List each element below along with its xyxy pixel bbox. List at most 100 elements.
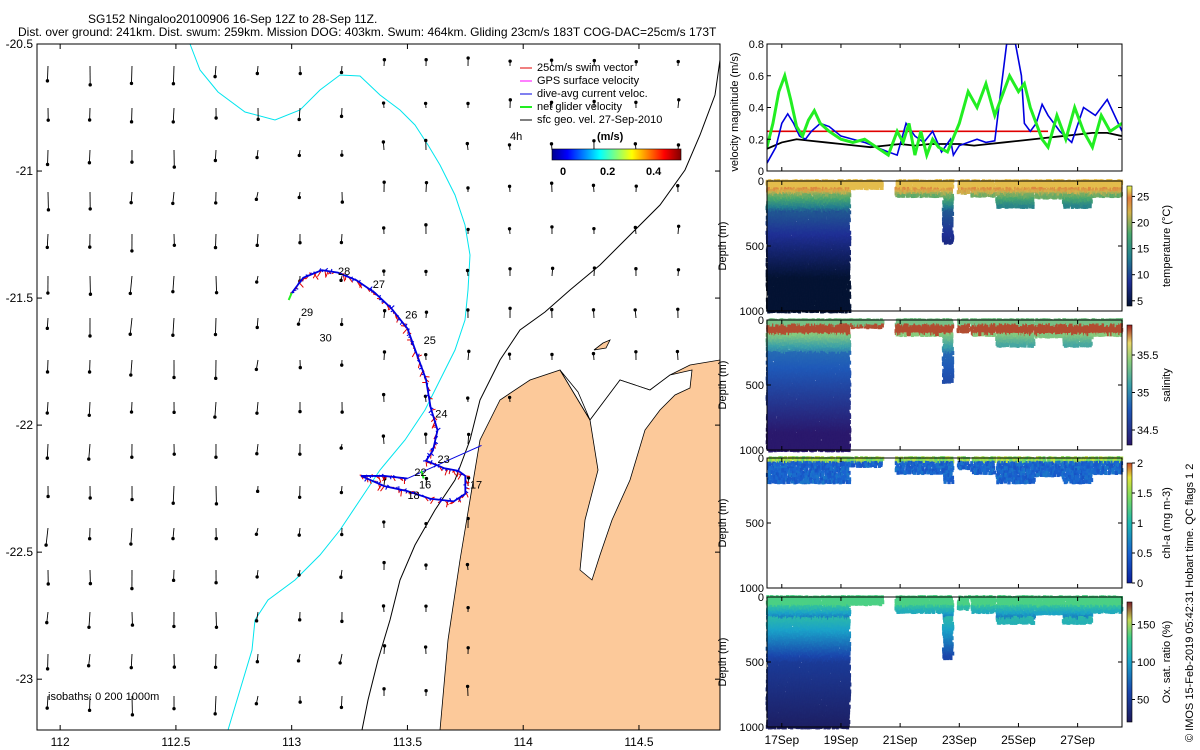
salinity-cbar-tick-2: 35.5 [1137,350,1158,362]
oxygen-cbar-tick-0: 50 [1137,695,1149,707]
map-xtick-label-1: 112.5 [161,735,190,749]
temperature-cbar-tick-3: 20 [1137,218,1149,230]
sfc-arrow [46,611,49,623]
time-tick-label-0: 17Sep [764,733,799,747]
sfc-arrow [172,107,175,122]
sfc-arrow [214,149,217,161]
oxygen-cbar-tick-1: 100 [1137,657,1155,669]
chla-cbar-tick-4: 2 [1137,458,1143,470]
day-label-27: 27 [373,279,385,291]
temperature-cbar-tick-2: 15 [1137,244,1149,256]
temperature-cbar-tick-0: 5 [1137,296,1143,308]
sfc-arrow [172,65,175,84]
sfc-arrow [88,653,91,666]
figure-subtitle: Dist. over ground: 241km. Dist. swum: 25… [18,25,716,39]
bay-water [559,369,693,581]
legend-swim: 25cm/s swim vector [537,62,634,74]
day-label-30: 30 [319,332,331,344]
day-label-24: 24 [435,408,447,420]
oxygen-ytick-label-2: 1000 [740,722,764,734]
sfc-arrow [46,233,49,248]
sfc-arrow [46,65,49,81]
salinity-ylabel: Depth (m) [717,361,729,410]
sfc-arrow [172,275,175,292]
sfc-arrow [88,149,91,163]
isobath-note: isobaths: 0 200 1000m [48,691,159,703]
map-ytick-label-3: -22 [16,418,34,432]
oxygen-ytick-label-0: 0 [758,592,764,604]
sfc-arrow [172,527,175,539]
oxygen-colorbar-label: Ox. sat. ratio (%) [1161,621,1173,704]
sfc-arrow [298,107,301,120]
temperature-ytick-label-1: 500 [746,241,764,253]
sfc-arrow [88,611,91,628]
sfc-arrow [214,65,217,77]
sfc-arrow [340,695,343,708]
sfc-arrow [256,401,259,414]
chla-colorbar-label: chl-a (mg m-3) [1161,487,1173,559]
map-xtick-label-4: 114 [514,735,533,749]
sfc-arrow [172,485,175,504]
salinity-cbar-tick-0: 34.5 [1137,425,1158,437]
swim-vector [313,273,319,280]
legend-sfc: sfc geo. vel. 27-Sep-2010 [537,114,662,126]
day-label-29: 29 [301,307,313,319]
time-tick-label-3: 23Sep [942,733,977,747]
map-ytick-label-2: -21.5 [6,291,34,305]
velocity-panel: 00.20.40.60.8 velocity magnitude (m/s) [729,39,1123,178]
time-tick-label-4: 25Sep [1001,733,1036,747]
chla-cbar-tick-3: 1.5 [1137,488,1152,500]
map-xtick-label-3: 113.5 [393,735,422,749]
speed-tick-0.2: 0.2 [600,166,615,178]
salinity-ytick-label-0: 0 [758,315,764,327]
island [593,339,611,351]
day-label-26: 26 [405,309,417,321]
footer-credit: © IMOS 15-Feb-2019 05:42:31 Hobart time.… [1184,464,1196,742]
sfc-arrow [215,317,217,335]
chla-ytick-label-1: 500 [746,518,764,530]
oxygen-ylabel: Depth (m) [717,638,729,687]
vel-ytick-label-3: 0.6 [749,71,764,83]
day-label-28: 28 [338,266,350,278]
chla-cbar-tick-2: 1 [1137,518,1143,530]
velocity-ylabel: velocity magnitude (m/s) [729,52,741,171]
temperature-colorbar-label: temperature (°C) [1161,205,1173,287]
salinity-colorbar-label: salinity [1161,368,1173,402]
day-label-17: 17 [470,480,482,492]
temperature-colorbar [1126,185,1133,307]
day-label-18: 18 [407,490,419,502]
map-xtick-label-5: 114.5 [624,735,653,749]
legend-net: net glider velocity [537,101,622,113]
sfc-arrow [172,317,175,336]
oxygen-colorbar [1126,601,1133,723]
sfc-arrow [130,527,133,545]
sfc-arrow [256,233,259,246]
isobath-200m [189,44,471,730]
chla-colorbar [1126,462,1133,584]
chla-cbar-tick-0: 0 [1137,578,1143,590]
map-ytick-label-0: -20.5 [6,37,34,51]
map-xtick-label-0: 112 [51,735,70,749]
speed-tick-0.4: 0.4 [646,166,662,178]
sfc-arrow [172,191,175,204]
sfc-arrow [129,317,133,335]
sfc-arrow [130,191,133,203]
chla-cbar-tick-1: 0.5 [1137,548,1152,560]
legend-units: (m/s) [597,131,624,143]
temperature-ylabel: Depth (m) [717,222,729,271]
sfc-arrow [46,401,49,414]
time-tick-label-2: 21Sep [883,733,918,747]
map-ytick-label-4: -22.5 [6,545,34,559]
map-xtick-label-2: 113 [282,735,301,749]
map-ytick-label-1: -21 [16,164,34,178]
chla-ytick-label-0: 0 [758,453,764,465]
speed-tick-0: 0 [560,166,566,178]
sfc-arrow [45,527,49,546]
sfc-arrow [46,695,49,709]
oxygen-cbar-tick-2: 150 [1137,620,1155,632]
sfc-arrow [214,401,217,418]
vel-ytick-label-1: 0.2 [749,134,764,146]
legend-time: 4h [510,131,522,143]
oxygen-panel: 0 500 1000 Depth (m) 50 100 150 Ox. sat. ratio … [717,592,1173,734]
